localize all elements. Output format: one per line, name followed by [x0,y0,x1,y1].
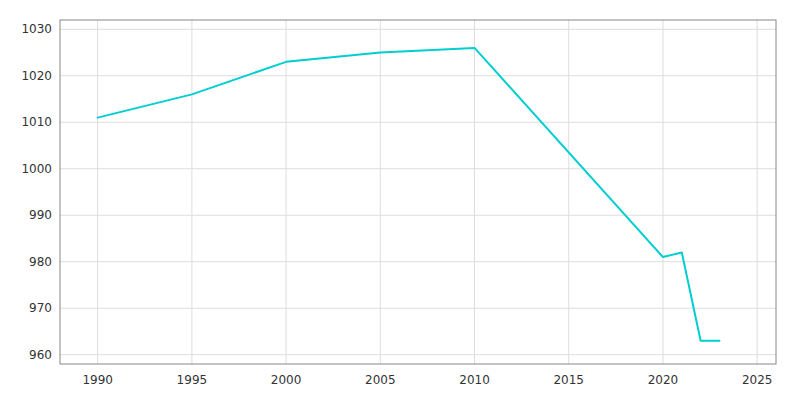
x-tick-label: 2020 [648,373,679,387]
x-grid-line [286,20,287,364]
x-grid-line [97,20,98,364]
plot-data [98,48,720,341]
y-grid-line [60,75,776,76]
x-tick-label: 2015 [553,373,584,387]
y-tick-label: 1010 [21,115,52,129]
x-tick-label: 2005 [365,373,396,387]
x-grid-line [757,20,758,364]
data-line [98,48,720,341]
y-tick-label: 1020 [21,69,52,83]
y-grid-line [60,168,776,169]
x-tick-label: 2000 [271,373,302,387]
y-grid-line [60,261,776,262]
x-grid-line [191,20,192,364]
y-tick-label: 970 [29,301,52,315]
plot-frame [60,20,776,364]
y-grid-line [60,215,776,216]
grid [60,20,776,364]
x-grid-line [380,20,381,364]
y-grid-line [60,29,776,30]
y-grid-line [60,308,776,309]
axes: 1990 1995 2000 2005 2010 2015 2020 2025 960 970 98… [21,20,776,387]
y-tick-label: 990 [29,208,52,222]
x-tick-label: 1990 [82,373,113,387]
x-tick-label: 2010 [459,373,490,387]
y-tick-label: 980 [29,255,52,269]
y-tick-label: 1030 [21,22,52,36]
x-tick-label: 2025 [742,373,773,387]
y-tick-label: 960 [29,348,52,362]
y-tick-label: 1000 [21,162,52,176]
x-grid-line [474,20,475,364]
y-grid-line [60,122,776,123]
x-grid-line [568,20,569,364]
y-grid-line [60,354,776,355]
x-tick-label: 1995 [177,373,208,387]
x-grid-line [662,20,663,364]
chart: 1990 1995 2000 2005 2010 2015 2020 2025 960 970 98… [0,0,800,400]
